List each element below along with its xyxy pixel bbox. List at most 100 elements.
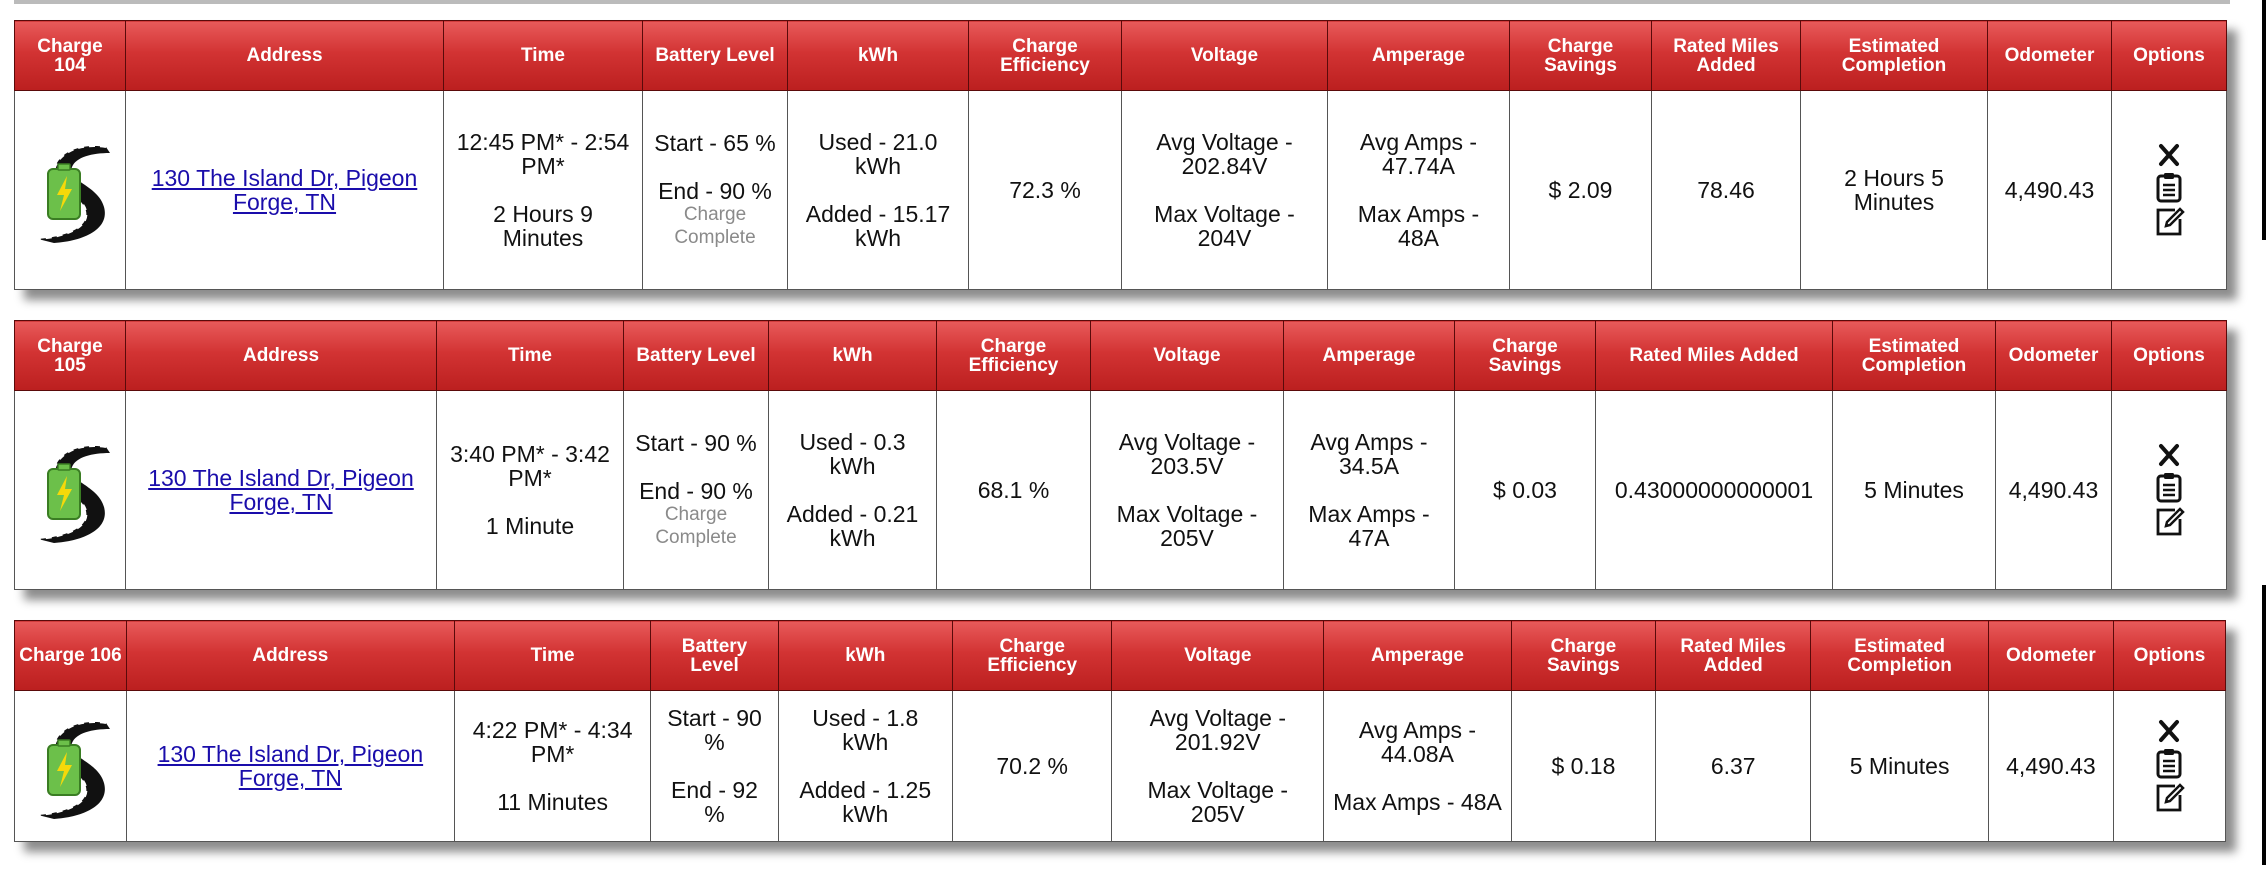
kwh-added: Added - 1.25 kWh [799,777,932,827]
column-header-charge-savings: Charge Savings [1509,20,1652,91]
column-header-amperage: Amperage [1327,20,1510,91]
header-row: Charge 104 Address Time Battery Level kW… [14,20,2227,91]
column-header-odometer: Odometer [1995,320,2112,391]
charge-label: Charge 104 [14,20,126,91]
odometer-cell: 4,490.43 [1987,90,2112,290]
column-header-charge-savings: Charge Savings [1510,620,1657,691]
column-header-odometer: Odometer [1987,20,2112,91]
savings-cell: $ 2.09 [1509,90,1652,290]
address-cell: 130 The Island Dr, Pigeon Forge, TN [125,90,444,290]
charge-duration: 11 Minutes [497,789,609,815]
column-header-address: Address [125,320,437,391]
rated-miles-cell: 0.43000000000001 [1595,390,1833,590]
options-cell [2111,390,2227,590]
road-battery-logo-icon [37,145,110,243]
kwh-used: Used - 21.0 kWh [818,129,938,179]
max-amps: Max Amps - 48A [1357,201,1480,251]
column-header-time: Time [443,20,643,91]
address-link[interactable]: 130 The Island Dr, Pigeon Forge, TN [157,741,424,791]
x-icon[interactable] [2154,718,2184,744]
clipboard-icon[interactable] [2154,171,2184,203]
charge-label: Charge 105 [14,320,126,391]
estimated-completion-cell: 5 Minutes [1810,690,1989,842]
x-icon[interactable] [2154,142,2184,168]
column-header-kwh: kWh [777,620,954,691]
column-header-odometer: Odometer [1987,620,2114,691]
column-header-estimated-completion: Estimated Completion [1832,320,1996,391]
odometer-cell: 4,490.43 [1995,390,2112,590]
avg-amps: Avg Amps - 34.5A [1310,429,1428,479]
table-row: 130 The Island Dr, Pigeon Forge, TN 3:40… [14,390,2227,590]
address-cell: 130 The Island Dr, Pigeon Forge, TN [125,690,455,842]
avg-amps: Avg Amps - 47.74A [1359,129,1478,179]
column-header-voltage: Voltage [1090,320,1284,391]
address-cell: 130 The Island Dr, Pigeon Forge, TN [125,390,437,590]
kwh-added: Added - 0.21 kWh [786,501,919,551]
column-header-time: Time [453,620,652,691]
column-header-estimated-completion: Estimated Completion [1810,620,1989,691]
column-header-charge-efficiency: Charge Efficiency [968,20,1122,91]
column-header-battery-level: Battery Level [623,320,769,391]
previous-table-shadow [14,0,2230,4]
time-cell: 12:45 PM* - 2:54 PM* 2 Hours 9 Minutes [443,90,643,290]
avg-amps: Avg Amps - 44.08A [1358,717,1477,767]
voltage-cell: Avg Voltage - 203.5V Max Voltage - 205V [1090,390,1284,590]
battery-status: Charge Complete [655,504,737,548]
estimated-completion-cell: 5 Minutes [1832,390,1996,590]
time-cell: 4:22 PM* - 4:34 PM* 11 Minutes [453,690,652,842]
avg-voltage: Avg Voltage - 202.84V [1156,129,1293,179]
max-voltage: Max Voltage - 205V [1147,777,1289,827]
charge-duration: 1 Minute [485,513,575,539]
max-voltage: Max Voltage - 204V [1154,201,1295,251]
column-header-address: Address [125,620,455,691]
kwh-cell: Used - 0.3 kWh Added - 0.21 kWh [768,390,937,590]
road-battery-logo-icon [37,445,110,543]
column-header-rated-miles-added: Rated Miles Added [1651,20,1801,91]
battery-start: Start - 90 % [667,705,762,755]
charge-table: Charge 105 Address Time Battery Level kW… [14,320,2227,590]
amperage-cell: Avg Amps - 47.74A Max Amps - 48A [1327,90,1510,290]
header-row: Charge 106 Address Time Battery Level kW… [14,620,2227,691]
voltage-cell: Avg Voltage - 202.84V Max Voltage - 204V [1121,90,1328,290]
clipboard-icon[interactable] [2154,747,2184,779]
clipboard-icon[interactable] [2154,471,2184,503]
column-header-voltage: Voltage [1111,620,1325,691]
amperage-cell: Avg Amps - 44.08A Max Amps - 48A [1323,690,1512,842]
address-link[interactable]: 130 The Island Dr, Pigeon Forge, TN [151,165,418,215]
column-header-kwh: kWh [787,20,969,91]
edit-icon[interactable] [2153,206,2185,238]
battery-end: End - 90 % [639,478,753,504]
edit-icon[interactable] [2153,782,2186,814]
battery-cell: Start - 65 % End - 90 % Charge Complete [642,90,788,290]
x-icon[interactable] [2154,442,2184,468]
options-cell [2111,90,2227,290]
header-row: Charge 105 Address Time Battery Level kW… [14,320,2227,391]
logo-cell [14,90,126,290]
charge-label: Charge 106 [14,620,127,691]
max-amps: Max Amps - 48A [1333,789,1502,815]
max-voltage: Max Voltage - 205V [1116,501,1258,551]
column-header-charge-efficiency: Charge Efficiency [936,320,1091,391]
column-header-charge-savings: Charge Savings [1454,320,1596,391]
battery-end: End - 90 % [658,178,772,204]
efficiency-cell: 72.3 % [968,90,1122,290]
edit-icon[interactable] [2153,506,2185,538]
logo-cell [14,690,127,842]
address-link[interactable]: 130 The Island Dr, Pigeon Forge, TN [148,465,414,515]
column-header-options: Options [2111,320,2227,391]
efficiency-cell: 68.1 % [936,390,1091,590]
savings-cell: $ 0.18 [1510,690,1657,842]
column-header-rated-miles-added: Rated Miles Added [1655,620,1812,691]
amperage-cell: Avg Amps - 34.5A Max Amps - 47A [1283,390,1455,590]
charge-table: Charge 104 Address Time Battery Level kW… [14,20,2227,290]
column-header-kwh: kWh [768,320,937,391]
avg-voltage: Avg Voltage - 201.92V [1149,705,1286,755]
column-header-charge-efficiency: Charge Efficiency [952,620,1113,691]
logo-cell [14,390,126,590]
options-cell [2112,690,2227,842]
efficiency-cell: 70.2 % [952,690,1113,842]
rated-miles-cell: 6.37 [1655,690,1812,842]
column-header-options: Options [2112,620,2227,691]
savings-cell: $ 0.03 [1454,390,1596,590]
rated-miles-cell: 78.46 [1651,90,1801,290]
